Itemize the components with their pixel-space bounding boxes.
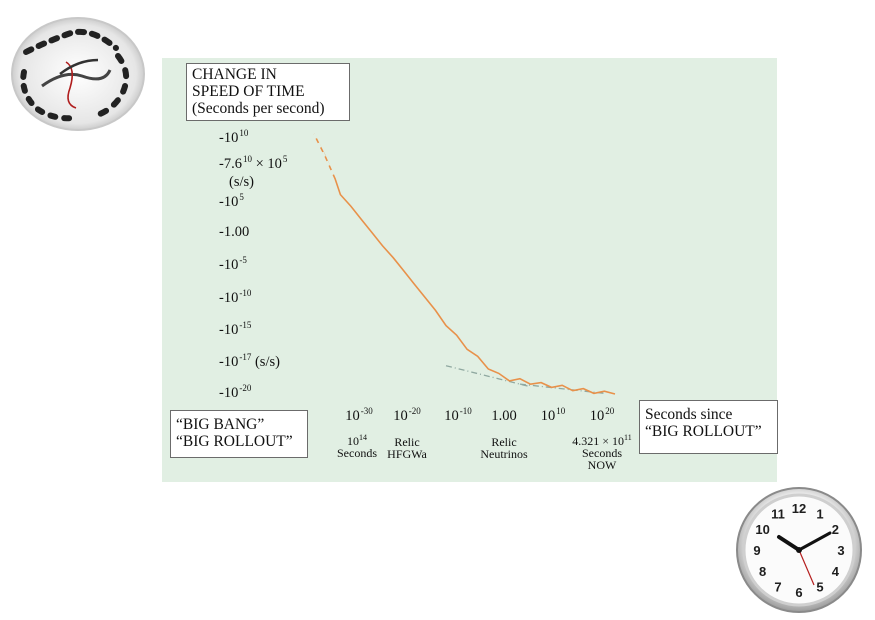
trend-line (445, 365, 531, 388)
chart-title-line: CHANGE IN (192, 66, 277, 83)
y-tick-label: (s/s) (229, 174, 254, 190)
y-tick-label: -10-10 (219, 288, 252, 306)
svg-text:5: 5 (816, 579, 823, 594)
speed-of-time-curve (313, 133, 616, 395)
svg-text:9: 9 (753, 543, 760, 558)
svg-text:8: 8 (759, 564, 766, 579)
x-tick-label: 1020 (589, 406, 615, 424)
x-axis-annotation: 1014 Seconds (337, 433, 377, 460)
y-tick-label: -10-5 (219, 255, 247, 273)
svg-text:2: 2 (832, 522, 839, 537)
x-axis-annotation: Relic HFGWa (387, 435, 427, 461)
y-tick-label: -1010 (219, 128, 249, 146)
chart-title-line: SPEED OF TIME (192, 83, 305, 100)
x-tick-label: 10-30 (345, 406, 373, 424)
y-tick-label: -10-17 (s/s) (219, 352, 280, 370)
curve-dashed-start (312, 133, 337, 180)
svg-text:4: 4 (832, 564, 840, 579)
x-axis-title-line: “BIG ROLLOUT” (645, 423, 762, 440)
svg-text:6: 6 (795, 585, 802, 600)
svg-text:12: 12 (792, 501, 806, 516)
svg-text:7: 7 (774, 579, 781, 594)
svg-text:10: 10 (755, 522, 769, 537)
big-bang-label-line: “BIG BANG” (176, 416, 265, 433)
big-bang-label-line: “BIG ROLLOUT” (176, 433, 293, 450)
chart-title-box: CHANGE IN SPEED OF TIME (Seconds per sec… (186, 63, 350, 121)
chart-panel: CHANGE IN SPEED OF TIME (Seconds per sec… (162, 58, 778, 482)
x-axis-title-line: Seconds since (645, 406, 733, 423)
x-tick-label: 1.00 (491, 408, 517, 424)
svg-text:11: 11 (771, 507, 785, 522)
svg-text:1: 1 (816, 507, 823, 522)
y-tick-label: -7.610 × 105 (219, 154, 288, 172)
y-tick-label: -105 (219, 192, 244, 210)
y-tick-label: -1.00 (219, 224, 250, 240)
melting-clock-icon (6, 12, 146, 137)
x-axis-annotation: Relic Neutrinos (480, 435, 528, 461)
y-tick-label: -10-15 (219, 320, 252, 338)
svg-text:3: 3 (837, 543, 844, 558)
x-axis-title-box: Seconds since “BIG ROLLOUT” (639, 400, 778, 454)
big-bang-label-box: “BIG BANG” “BIG ROLLOUT” (170, 410, 308, 458)
x-axis-annotation: 4.321 × 1011 Seconds NOW (572, 433, 632, 472)
chart-plot (312, 133, 616, 395)
x-tick-label: 1010 (540, 406, 566, 424)
chart-title-line: (Seconds per second) (192, 100, 325, 117)
y-tick-label: -10-20 (219, 383, 252, 401)
wall-clock-icon: 1 2 3 4 5 6 7 8 9 10 11 12 (734, 485, 864, 620)
x-tick-label: 10-10 (444, 406, 472, 424)
x-tick-label: 10-20 (393, 406, 421, 424)
